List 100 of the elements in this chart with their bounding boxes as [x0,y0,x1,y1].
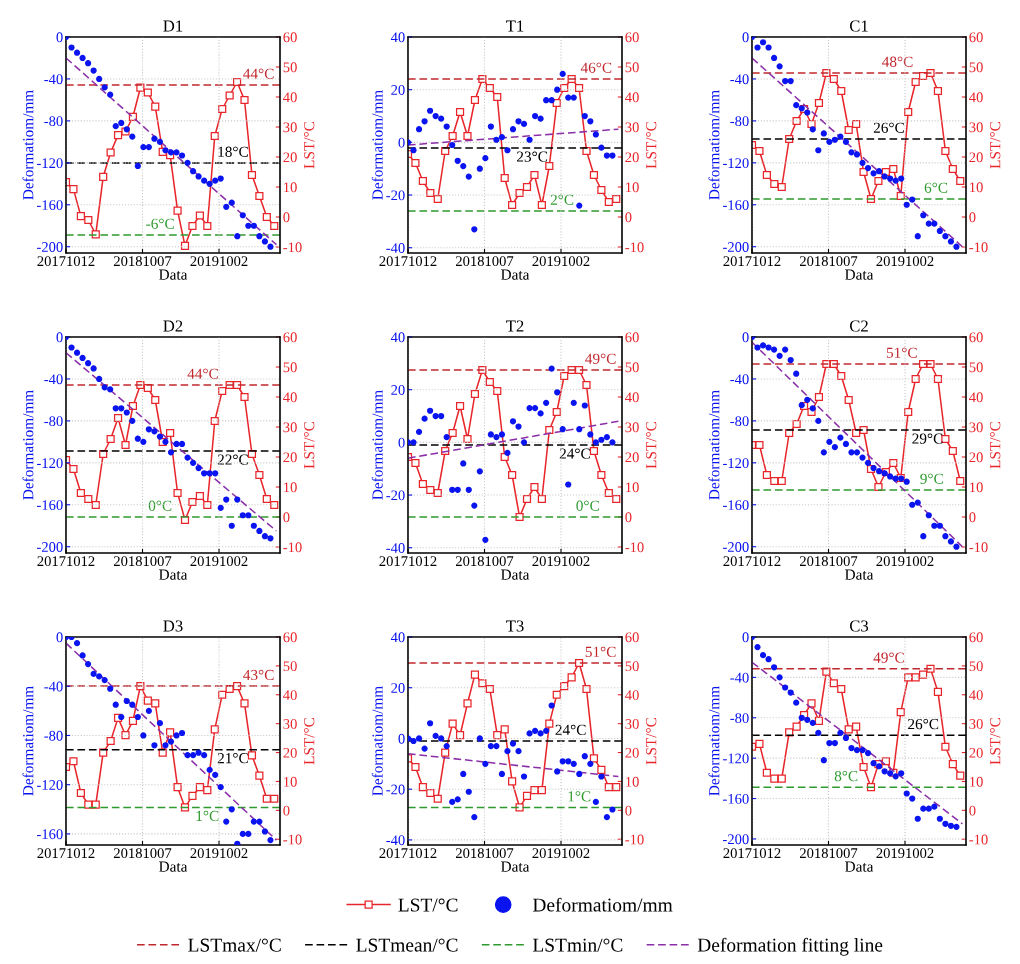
y-tick-label: 0 [56,32,63,43]
y2-tick-label: 0 [283,512,290,523]
y2-tick-label: 20 [625,747,639,758]
x-tick-label: 20181007 [799,256,858,267]
y2-tick-label: 30 [283,719,297,729]
x-tick-label: 20171012 [37,256,95,267]
legend-label: LSTmean/°C [356,938,458,952]
y2-tick-label: 20 [283,747,297,758]
y2-tick-label: 10 [626,182,639,193]
x-tick-label: 20171012 [379,848,437,859]
y2-axis-title: LST/°C [646,121,657,169]
x-tick-label: 20191002 [190,556,248,567]
y-tick-label: -160 [723,500,749,510]
y2-tick-label: 0 [625,512,632,523]
y2-tick-label: 20 [969,747,983,758]
y-tick-label: 0 [56,332,63,343]
y2-tick-label: 40 [625,690,639,700]
y2-tick-label: -10 [283,834,302,845]
annotation: 46°C [580,62,612,73]
x-tick-label: 20191002 [876,256,934,267]
y-tick-label: 0 [398,137,405,148]
annotation: 1°C [196,810,219,822]
x-tick-label: 20181007 [455,256,514,267]
y-tick-label: -40 [730,374,749,385]
x-tick-label: 20171012 [379,256,437,267]
annotation: 24°C [555,724,586,736]
x-tick-label: 20191002 [876,556,934,567]
y-axis-title: Deformatiom/mm [371,90,383,200]
annotation: 26°C [908,718,939,730]
y2-tick-label: 20 [283,452,297,463]
x-tick-label: 20171012 [723,556,781,567]
y2-axis-title: LST/°C [304,121,315,169]
y2-tick-label: -10 [969,542,988,553]
y2-tick-label: -10 [625,834,644,845]
y-tick-label: -80 [44,116,63,127]
y2-tick-label: 40 [283,690,297,700]
y-tick-label: 0 [56,632,63,643]
y2-tick-label: -10 [969,834,988,845]
y2-tick-label: 50 [625,661,639,672]
y-tick-label: 0 [398,733,405,744]
x-axis-title: Data [845,861,874,872]
x-axis-title: Data [501,269,530,280]
y2-tick-label: 0 [969,212,976,223]
y-tick-label: -40 [386,243,405,253]
y2-tick-label: 40 [969,92,983,103]
y2-tick-label: 30 [625,719,639,729]
y2-tick-label: 60 [283,632,297,643]
y2-tick-label: 30 [969,422,983,433]
y2-tick-label: 40 [625,92,639,103]
y2-tick-label: 40 [969,392,983,403]
y-tick-label: -160 [723,793,749,804]
chart-title: D1 [163,20,183,32]
y2-tick-label: 30 [969,719,983,729]
y2-tick-label: 30 [625,122,639,133]
x-tick-label: 20181007 [113,556,172,567]
y2-tick-label: 60 [969,632,983,643]
annotation: 21°C [217,753,248,764]
y2-axis-title: LST/°C [990,717,1001,765]
y-axis-title: Deformatiom/mm [708,90,720,200]
y2-tick-label: 50 [969,661,983,672]
y2-tick-label: 60 [283,32,297,43]
y2-tick-label: 30 [969,122,983,133]
y2-tick-label: 0 [625,212,632,223]
y-axis-title: Deformatiom/mm [371,686,383,796]
y2-tick-label: 60 [625,32,639,43]
x-axis-title: Data [159,861,188,872]
y-tick-label: -20 [386,490,405,501]
y-tick-label: 0 [398,437,405,448]
y-tick-label: -80 [730,416,749,427]
y-tick-label: -40 [44,681,63,692]
y2-tick-label: 30 [625,422,639,433]
y2-tick-label: 40 [283,392,297,403]
y2-tick-label: 40 [283,92,297,103]
x-axis-title: Data [501,861,530,872]
y2-tick-label: 60 [969,332,983,343]
y-tick-label: 0 [742,332,749,343]
y-tick-label: 40 [390,332,405,343]
chart-title: T2 [506,320,524,332]
x-tick-label: 20191002 [190,848,248,859]
y-tick-label: -40 [730,672,749,683]
y2-tick-label: 10 [970,776,983,787]
y2-tick-label: 50 [283,661,297,672]
y2-tick-label: 20 [969,452,983,463]
y2-tick-label: -10 [969,242,988,253]
annotation: 18°C [218,146,248,157]
y-axis-title: Deformatiom/mm [22,686,34,796]
y2-tick-label: 60 [969,32,983,43]
annotation: 22°C [217,454,248,465]
y2-tick-label: 10 [284,182,297,193]
y-tick-label: -160 [37,829,63,840]
x-axis-title: Data [845,569,874,580]
y-tick-label: 40 [390,32,405,43]
y2-tick-label: 40 [969,690,983,700]
chart-title: C3 [849,620,869,632]
y-tick-label: -20 [386,784,405,795]
x-tick-label: 20171012 [379,556,437,567]
y2-tick-label: 50 [283,362,297,373]
y-tick-label: 20 [391,385,405,395]
annotation: 0°C [576,500,599,511]
x-tick-label: 20171012 [37,556,95,567]
